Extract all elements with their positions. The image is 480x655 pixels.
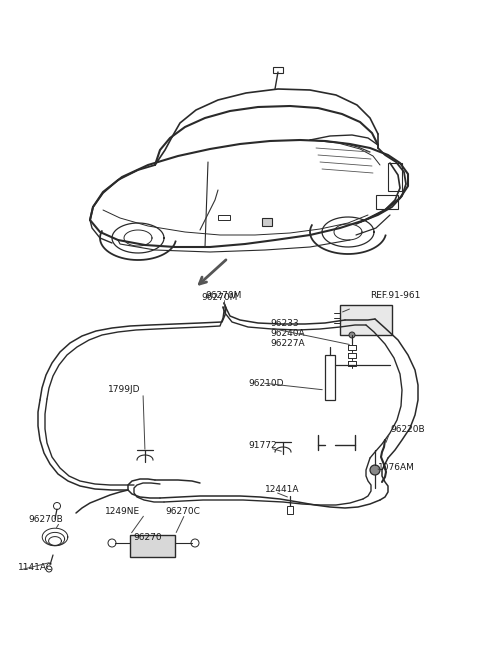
Circle shape — [108, 539, 116, 547]
FancyBboxPatch shape — [388, 163, 402, 191]
Circle shape — [191, 539, 199, 547]
Text: 96240A: 96240A — [270, 329, 305, 337]
Circle shape — [349, 332, 355, 338]
Text: 96270: 96270 — [133, 534, 162, 542]
Text: 1799JD: 1799JD — [108, 386, 141, 394]
FancyBboxPatch shape — [325, 355, 335, 400]
Circle shape — [46, 566, 52, 572]
Circle shape — [370, 465, 380, 475]
Text: 1076AM: 1076AM — [378, 462, 415, 472]
FancyBboxPatch shape — [130, 535, 175, 557]
FancyBboxPatch shape — [376, 195, 398, 209]
Text: 96270M: 96270M — [202, 293, 238, 303]
Circle shape — [53, 502, 60, 510]
FancyBboxPatch shape — [218, 215, 230, 220]
Text: 96270C: 96270C — [165, 506, 200, 515]
FancyBboxPatch shape — [287, 506, 293, 514]
Text: 91772: 91772 — [248, 441, 276, 449]
Text: 96270B: 96270B — [28, 514, 63, 523]
Text: 96227A: 96227A — [270, 339, 305, 348]
FancyBboxPatch shape — [273, 67, 283, 73]
Text: 96270M: 96270M — [206, 291, 242, 299]
Text: 12441A: 12441A — [265, 485, 300, 495]
Text: REF.91-961: REF.91-961 — [370, 291, 420, 299]
Text: 1141AC: 1141AC — [18, 563, 53, 572]
Text: 96220B: 96220B — [390, 426, 425, 434]
FancyBboxPatch shape — [262, 218, 272, 226]
Text: 1249NE: 1249NE — [105, 506, 140, 515]
Text: 96233: 96233 — [270, 318, 299, 328]
Text: 96210D: 96210D — [248, 379, 284, 388]
FancyBboxPatch shape — [340, 305, 392, 335]
